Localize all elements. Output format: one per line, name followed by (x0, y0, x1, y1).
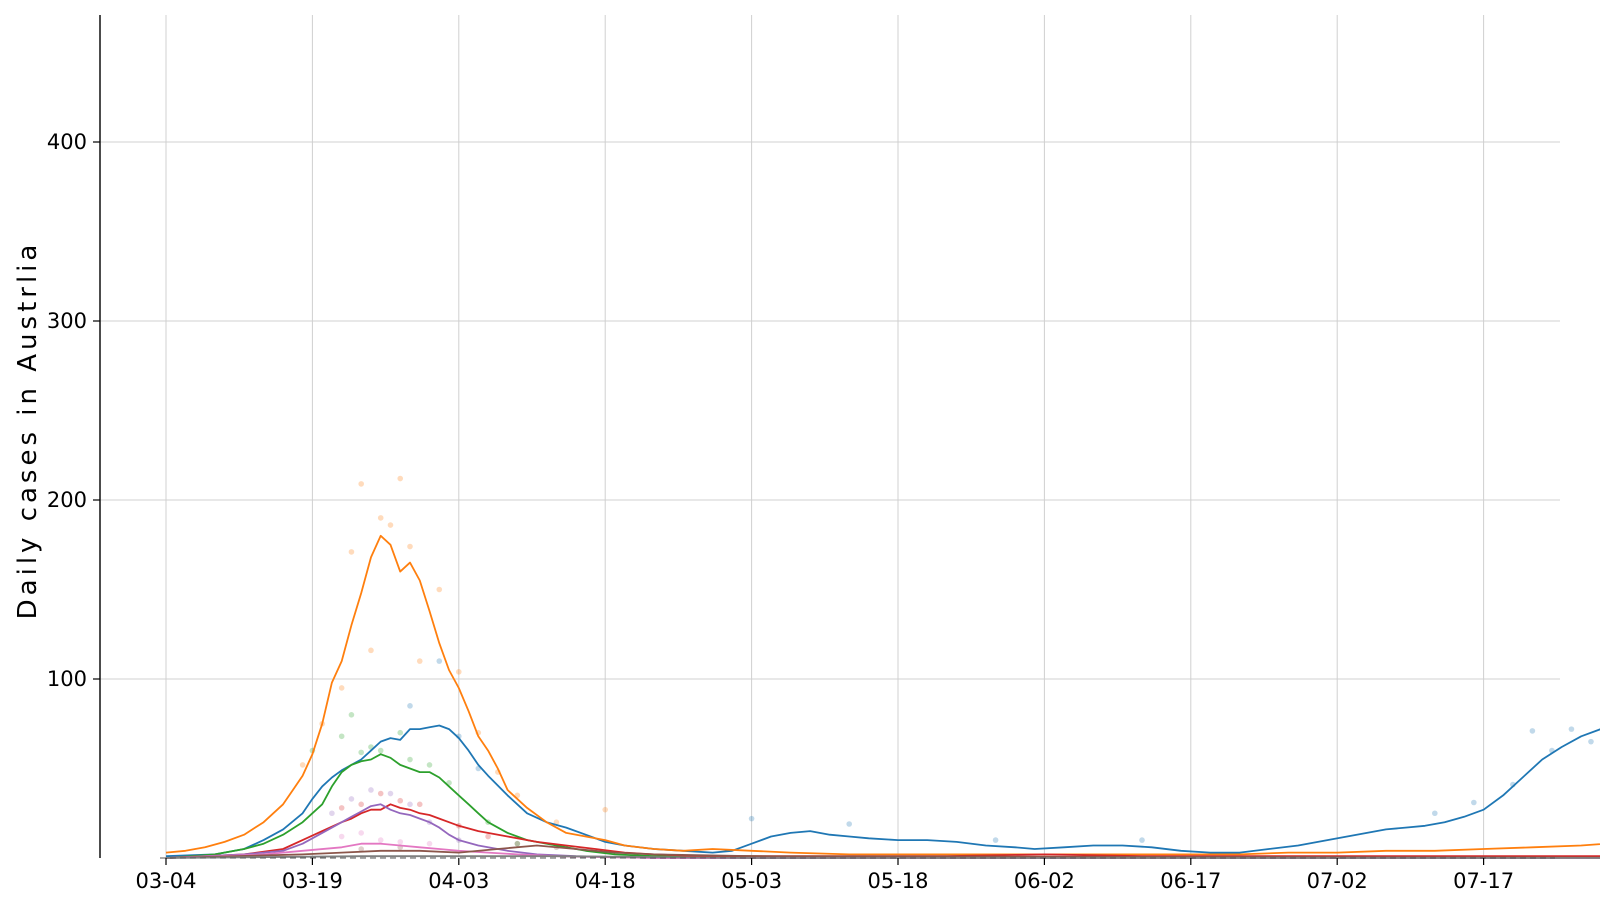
data-point-vic (1568, 726, 1575, 732)
data-point-act (514, 840, 521, 847)
series-lines-layer (165, 534, 1600, 859)
scatter-points-layer (299, 475, 1594, 852)
data-point-qld (358, 749, 365, 756)
data-point-wa (338, 805, 345, 811)
data-point-wa (358, 801, 365, 808)
data-point-qld (426, 762, 433, 768)
data-point-tas (338, 833, 345, 840)
data-point-wa (485, 833, 491, 840)
data-point-qld (338, 733, 345, 740)
data-point-qld (377, 747, 384, 754)
data-point-wa (416, 801, 423, 808)
data-point-nsw (407, 543, 413, 550)
data-point-sa (387, 790, 394, 797)
data-point-vic (1588, 738, 1594, 745)
axes-layer (99, 15, 1555, 859)
x-tick-label: 05-18 (867, 869, 928, 893)
series-line-nsw (165, 534, 1600, 856)
data-point-vic (992, 837, 999, 843)
data-point-vic (436, 658, 443, 664)
x-tick-label: 05-03 (721, 869, 782, 893)
data-point-tas (377, 837, 384, 843)
data-point-sa (407, 801, 413, 808)
data-point-nsw (377, 515, 384, 521)
x-tick-label: 03-04 (135, 869, 196, 893)
y-tick-label: 100 (47, 667, 87, 691)
data-point-tas (358, 830, 365, 836)
x-tick-label: 07-17 (1453, 869, 1514, 893)
x-tick-label: 04-03 (428, 869, 489, 893)
y-tick-label: 200 (47, 488, 87, 512)
data-point-sa (329, 810, 335, 817)
data-point-vic (748, 815, 755, 822)
data-point-nsw (358, 481, 365, 487)
data-point-vic (1471, 799, 1477, 806)
data-point-nsw (397, 475, 404, 482)
data-point-vic (1529, 728, 1536, 734)
data-point-nsw (368, 647, 374, 654)
data-point-vic (846, 821, 852, 827)
data-point-qld (348, 712, 355, 718)
y-tick-label: 400 (47, 130, 87, 154)
data-point-tas (397, 839, 404, 845)
x-tick-label: 07-02 (1307, 869, 1368, 893)
x-tick-label: 03-19 (282, 869, 343, 893)
y-tick-label: 300 (47, 309, 87, 333)
data-point-nsw (456, 669, 462, 675)
data-point-nsw (299, 762, 306, 768)
series-line-nt (165, 855, 1600, 859)
data-point-nsw (387, 522, 394, 528)
data-point-tas (426, 840, 433, 847)
data-point-vic (407, 703, 413, 709)
data-point-wa (397, 797, 404, 804)
series-line-act (165, 844, 1600, 859)
data-point-wa (377, 790, 384, 797)
data-point-vic (1432, 810, 1438, 817)
y-axis-title: Daily cases in Austrlia (13, 241, 43, 620)
data-point-nsw (338, 685, 345, 691)
series-line-vic (165, 724, 1600, 858)
ticks-layer: 03-04 03-19 04-03 04-18 05-03 05-18 06-02 06-17… (47, 130, 1514, 893)
data-point-nsw (602, 806, 608, 813)
data-point-vic (1139, 837, 1145, 843)
data-point-act (358, 846, 365, 852)
data-point-nsw (436, 586, 443, 593)
data-point-nsw (348, 549, 355, 555)
x-tick-label: 06-02 (1014, 869, 1075, 893)
data-point-qld (397, 729, 404, 736)
data-point-sa (368, 787, 374, 793)
grid-layer (100, 15, 1560, 858)
series-line-wa (165, 803, 1600, 859)
data-point-sa (348, 796, 355, 802)
x-tick-label: 06-17 (1160, 869, 1221, 893)
data-point-nsw (416, 658, 423, 664)
data-point-qld (407, 756, 413, 763)
data-point-qld (514, 840, 521, 847)
x-tick-label: 04-18 (575, 869, 636, 893)
